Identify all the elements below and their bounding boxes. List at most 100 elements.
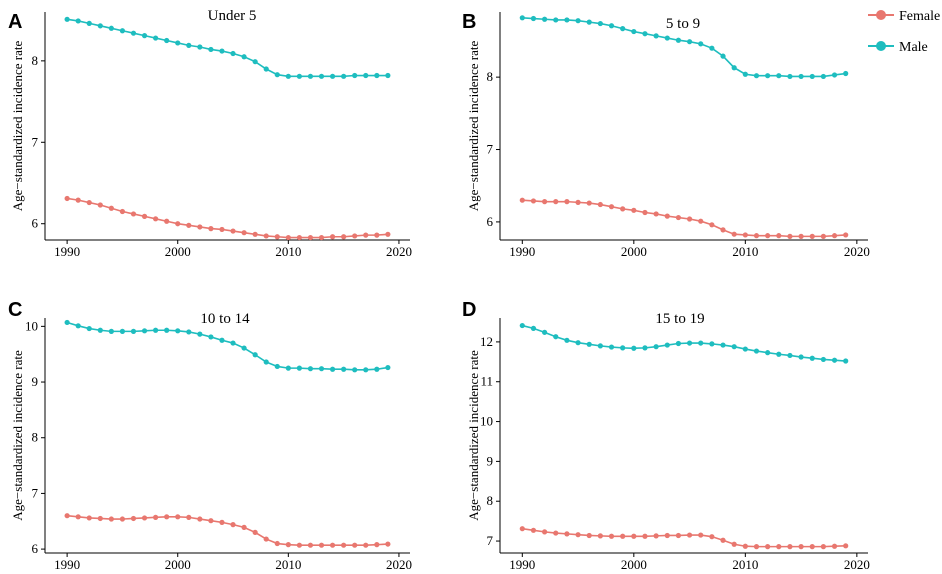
data-point-female-c-2019 (385, 541, 391, 547)
data-point-male-a-2007 (252, 59, 258, 65)
data-point-male-a-1998 (153, 35, 159, 41)
data-point-female-a-2005 (230, 228, 236, 234)
data-point-female-d-2018 (831, 543, 838, 549)
data-point-male-a-1995 (119, 28, 126, 34)
data-point-male-a-2014 (329, 73, 336, 79)
y-tick-label-c-9: 9 (32, 374, 39, 389)
data-point-female-b-1992 (542, 199, 548, 205)
data-point-male-c-2019 (385, 364, 391, 371)
data-point-female-b-2013 (776, 233, 782, 239)
data-point-male-a-2017 (363, 72, 369, 79)
data-point-male-b-1996 (586, 19, 592, 25)
data-point-female-a-1992 (86, 199, 92, 206)
data-point-male-b-2006 (698, 41, 704, 47)
x-tick-label-c-2000: 2000 (165, 557, 191, 572)
data-point-female-b-2001 (642, 209, 648, 216)
data-point-male-d-2011 (753, 348, 760, 354)
data-point-male-d-1999 (620, 345, 626, 351)
x-tick-label-c-2010: 2010 (275, 557, 301, 572)
data-point-male-d-1992 (542, 329, 548, 335)
data-point-female-d-2015 (798, 544, 804, 550)
data-point-female-b-1991 (530, 198, 537, 204)
data-point-female-c-1993 (97, 515, 103, 522)
data-point-female-a-2014 (329, 234, 336, 240)
data-point-female-c-1990 (64, 513, 70, 519)
data-point-male-c-1991 (75, 323, 81, 329)
data-point-female-c-1995 (119, 516, 126, 522)
data-point-female-a-2004 (219, 226, 225, 233)
data-point-female-d-1999 (620, 533, 626, 539)
data-point-female-c-2009 (274, 540, 280, 547)
y-tick-label-c-6: 6 (32, 541, 39, 556)
data-point-female-c-2002 (197, 516, 203, 522)
data-point-female-b-2006 (698, 218, 704, 224)
y-tick-label-d-10: 10 (480, 414, 493, 429)
data-point-male-a-2010 (285, 73, 291, 79)
y-axis-label-d: Age−standardized incidence rate (466, 350, 481, 521)
data-point-male-b-1994 (564, 17, 570, 23)
data-point-female-b-2017 (820, 233, 826, 239)
x-tick-label-d-1990: 1990 (509, 557, 535, 572)
data-point-female-b-2000 (631, 207, 637, 213)
data-point-male-d-2014 (787, 352, 793, 359)
series-line-female-c (67, 514, 388, 547)
data-point-female-d-2014 (787, 544, 793, 550)
data-point-male-a-1991 (75, 18, 81, 24)
data-point-male-b-1995 (575, 18, 581, 24)
data-point-male-d-2017 (820, 356, 826, 363)
x-tick-label-a-2000: 2000 (165, 244, 191, 259)
data-point-female-d-2000 (631, 533, 637, 539)
series-line-male-a (67, 18, 388, 78)
data-point-male-a-2000 (175, 40, 181, 46)
data-point-male-a-2002 (197, 44, 203, 50)
x-tick-label-d-2020: 2020 (844, 557, 870, 572)
data-point-female-b-1994 (564, 199, 570, 205)
series-line-male-d (522, 324, 846, 362)
x-tick-label-a-1990: 1990 (54, 244, 80, 259)
data-point-female-d-1992 (542, 529, 548, 535)
data-point-female-b-2007 (709, 222, 715, 228)
x-tick-label-d-2000: 2000 (621, 557, 647, 572)
data-point-male-b-2011 (753, 73, 760, 79)
data-point-female-b-2004 (675, 214, 682, 221)
data-point-female-d-2009 (731, 541, 737, 547)
data-point-male-b-1991 (530, 15, 537, 22)
data-point-female-d-2001 (642, 533, 648, 539)
data-point-female-c-1996 (130, 515, 137, 522)
legend-item-female: Female (868, 9, 940, 24)
data-point-female-c-2011 (296, 542, 302, 548)
panel-letter-d: D (462, 299, 476, 321)
data-point-male-c-1994 (108, 328, 114, 334)
data-point-female-c-1999 (164, 514, 170, 520)
data-point-male-c-2015 (341, 366, 347, 372)
data-point-female-a-1998 (153, 216, 159, 222)
panel-letter-c: C (8, 299, 22, 321)
data-point-female-b-1997 (597, 201, 603, 208)
data-point-male-c-1995 (119, 328, 126, 334)
y-axis-label-b: Age−standardized incidence rate (466, 41, 481, 212)
data-point-male-a-1997 (141, 33, 148, 39)
data-point-male-d-2006 (698, 340, 704, 346)
data-point-female-d-2012 (765, 544, 771, 550)
data-point-female-a-2017 (363, 232, 369, 238)
data-point-female-c-2008 (263, 536, 269, 542)
panel-c: C 10 to 14 Age−standardized incidence rate… (8, 299, 412, 572)
data-point-female-a-2010 (285, 234, 291, 241)
data-point-female-a-2009 (274, 234, 280, 240)
data-point-male-b-1993 (553, 17, 559, 23)
data-point-female-c-1998 (153, 514, 159, 520)
data-point-male-c-2009 (274, 363, 280, 370)
data-point-female-d-2013 (776, 544, 782, 550)
data-point-female-a-1991 (75, 197, 81, 203)
data-point-male-d-2019 (843, 358, 849, 364)
data-point-male-d-2003 (664, 342, 670, 348)
panel-a: A Under 5 Age−standardized incidence rate 1… (8, 8, 412, 259)
data-point-male-c-2003 (208, 334, 214, 340)
panel-letter-a: A (8, 11, 22, 33)
data-point-male-c-1996 (130, 328, 137, 334)
data-point-male-a-1994 (108, 25, 114, 31)
data-point-female-c-2007 (252, 529, 258, 535)
data-point-female-b-1993 (553, 199, 559, 205)
data-point-female-d-2004 (675, 532, 682, 539)
x-tick-label-b-2000: 2000 (621, 244, 647, 259)
